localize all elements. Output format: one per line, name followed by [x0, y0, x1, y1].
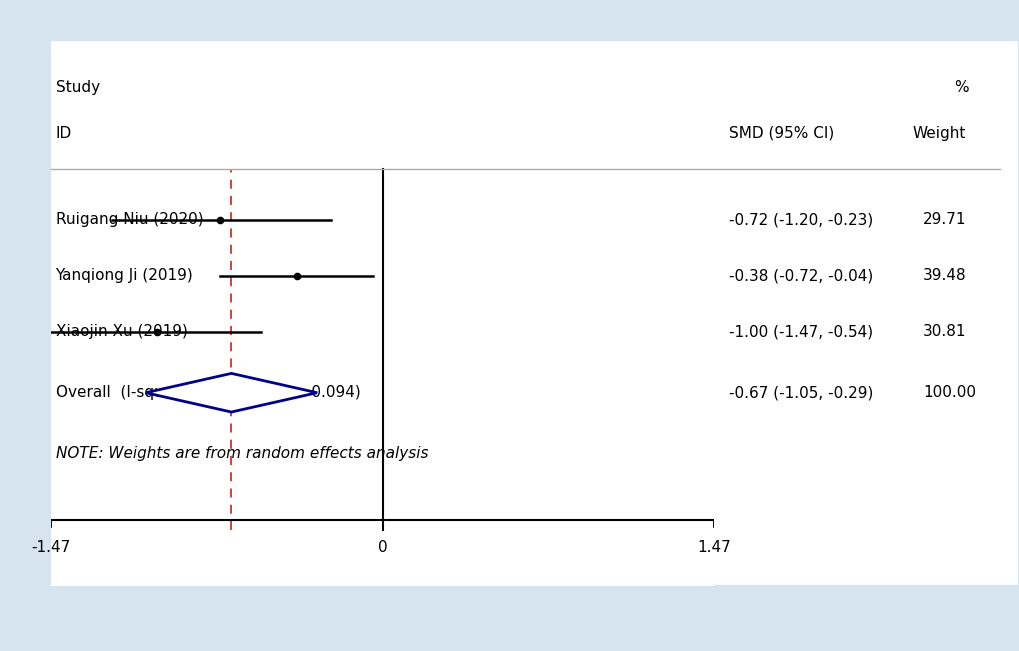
Text: 30.81: 30.81	[922, 324, 966, 339]
Text: 1.47: 1.47	[696, 540, 731, 555]
Text: Overall  (I-squared = 57.6%, p = 0.094): Overall (I-squared = 57.6%, p = 0.094)	[55, 385, 360, 400]
Text: %: %	[953, 80, 967, 95]
Text: Study: Study	[55, 80, 100, 95]
Text: Yanqiong Ji (2019): Yanqiong Ji (2019)	[55, 268, 193, 283]
Polygon shape	[146, 374, 317, 412]
Text: -0.72 (-1.20, -0.23): -0.72 (-1.20, -0.23)	[729, 212, 872, 227]
Text: 39.48: 39.48	[922, 268, 966, 283]
Text: NOTE: Weights are from random effects analysis: NOTE: Weights are from random effects an…	[55, 446, 428, 461]
Text: -1.00 (-1.47, -0.54): -1.00 (-1.47, -0.54)	[729, 324, 872, 339]
Text: ID: ID	[55, 126, 71, 141]
Text: Xiaojin Xu (2019): Xiaojin Xu (2019)	[55, 324, 187, 339]
Text: -0.67 (-1.05, -0.29): -0.67 (-1.05, -0.29)	[729, 385, 873, 400]
Text: Ruigang Niu (2020): Ruigang Niu (2020)	[55, 212, 203, 227]
Text: 29.71: 29.71	[922, 212, 966, 227]
Text: -1.47: -1.47	[32, 540, 70, 555]
Text: 0: 0	[377, 540, 387, 555]
Text: SMD (95% CI): SMD (95% CI)	[729, 126, 834, 141]
Text: -0.38 (-0.72, -0.04): -0.38 (-0.72, -0.04)	[729, 268, 872, 283]
Text: Weight: Weight	[912, 126, 965, 141]
Text: 100.00: 100.00	[922, 385, 975, 400]
